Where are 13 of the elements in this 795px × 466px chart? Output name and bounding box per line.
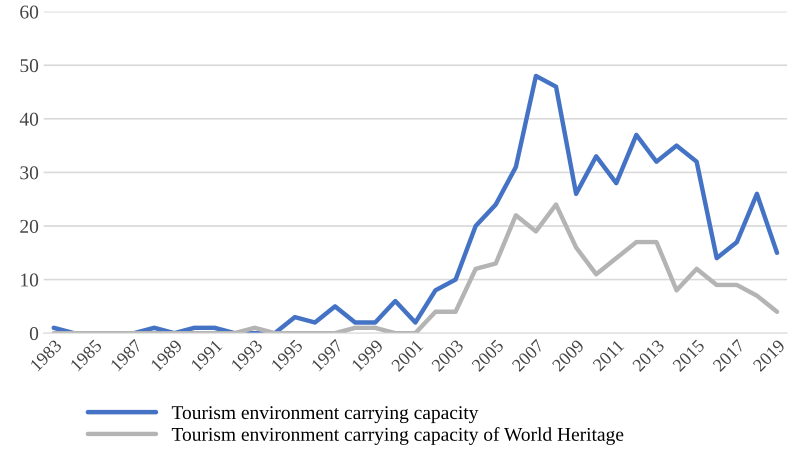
line-series xyxy=(52,74,780,334)
y-tick-label: 30 xyxy=(20,166,38,180)
y-tick-label: 0 xyxy=(30,327,38,340)
line-series xyxy=(52,202,780,334)
y-tick-label: 50 xyxy=(20,59,38,72)
y-tick-label: 40 xyxy=(20,112,38,126)
x-tick-label: 2011 xyxy=(592,339,625,372)
y-tick-label: 60 xyxy=(20,5,38,19)
y-tick-label: 10 xyxy=(21,273,38,287)
y-tick-label: 20 xyxy=(20,220,38,233)
x-tick-label: 1991 xyxy=(190,339,223,372)
legend-label: Tourism environment carrying capacity of World Heritage xyxy=(172,427,624,445)
legend-label: Tourism environment carrying capacity xyxy=(172,406,478,424)
